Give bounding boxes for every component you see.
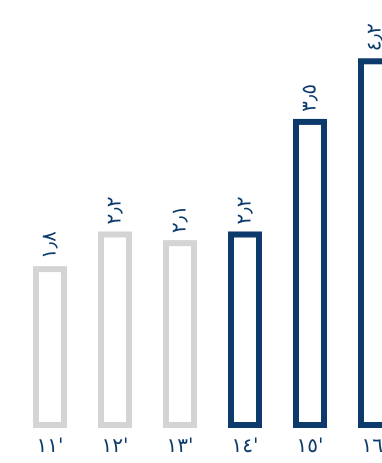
- value-label-6: ٤٫٢: [362, 23, 382, 51]
- value-label-1: ١٫٨: [37, 231, 61, 259]
- value-label-5: ٣٫٥: [297, 84, 321, 112]
- category-label-3: ١٣': [167, 433, 194, 457]
- bar-2: [101, 234, 129, 425]
- bar-1: [36, 269, 64, 425]
- bar-3: [166, 243, 194, 425]
- category-label-5: ١٥': [297, 433, 324, 457]
- bar-4: [231, 234, 259, 425]
- category-label-4: ١٤': [232, 433, 259, 457]
- category-label-6: ١٦': [362, 433, 382, 457]
- value-label-3: ٢٫١: [167, 205, 191, 233]
- bar-5: [296, 122, 324, 425]
- value-label-4: ٢٫٢: [232, 196, 256, 224]
- bar-6: [361, 61, 382, 425]
- category-label-1: ١١': [37, 433, 64, 457]
- value-label-2: ٢٫٢: [102, 196, 126, 224]
- category-label-2: ١٢': [102, 433, 129, 457]
